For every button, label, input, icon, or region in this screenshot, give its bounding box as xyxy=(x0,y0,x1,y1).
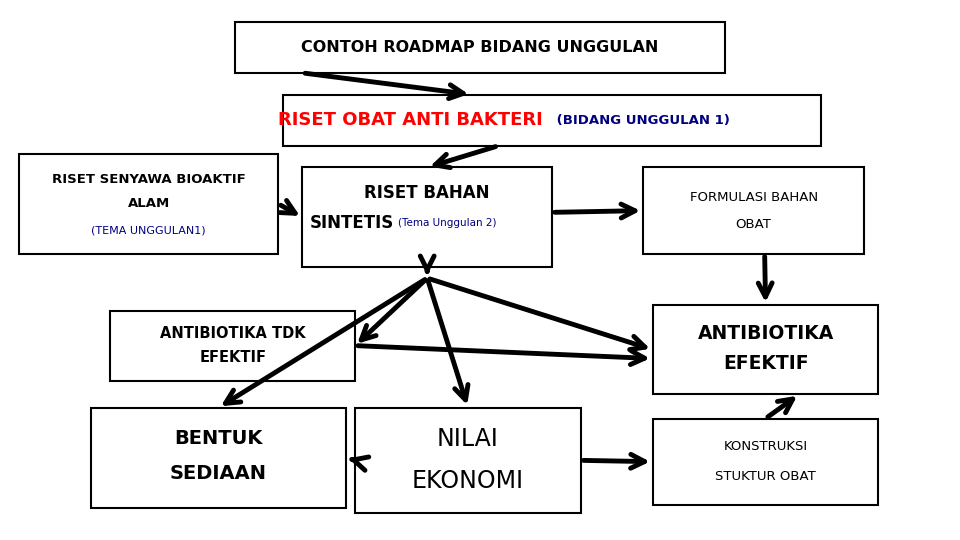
Bar xyxy=(283,94,821,146)
Text: OBAT: OBAT xyxy=(735,218,772,231)
Text: ANTIBIOTIKA TDK: ANTIBIOTIKA TDK xyxy=(160,326,305,341)
Text: (Tema Unggulan 2): (Tema Unggulan 2) xyxy=(398,218,497,228)
Text: KONSTRUKSI: KONSTRUKSI xyxy=(724,440,807,453)
Bar xyxy=(643,167,864,254)
Text: RISET SENYAWA BIOAKTIF: RISET SENYAWA BIOAKTIF xyxy=(52,173,246,186)
Text: SEDIAAN: SEDIAAN xyxy=(170,464,267,483)
Bar xyxy=(653,418,878,505)
Text: NILAI: NILAI xyxy=(437,427,499,451)
Bar xyxy=(19,154,278,254)
Text: EFEKTIF: EFEKTIF xyxy=(723,354,808,373)
Bar xyxy=(91,408,346,508)
Text: BENTUK: BENTUK xyxy=(174,429,263,448)
Text: FORMULASI BAHAN: FORMULASI BAHAN xyxy=(689,191,818,204)
Text: EFEKTIF: EFEKTIF xyxy=(200,350,266,365)
Bar xyxy=(653,305,878,394)
Text: (BIDANG UNGGULAN 1): (BIDANG UNGGULAN 1) xyxy=(552,113,730,127)
Text: SINTETIS: SINTETIS xyxy=(309,214,394,232)
Bar xyxy=(355,408,581,513)
Bar xyxy=(302,167,552,267)
Text: CONTOH ROADMAP BIDANG UNGGULAN: CONTOH ROADMAP BIDANG UNGGULAN xyxy=(301,40,659,55)
Text: STUKTUR OBAT: STUKTUR OBAT xyxy=(715,470,816,483)
Text: EKONOMI: EKONOMI xyxy=(412,469,524,493)
Text: ALAM: ALAM xyxy=(128,197,170,211)
Text: ANTIBIOTIKA: ANTIBIOTIKA xyxy=(698,324,833,343)
Text: RISET OBAT ANTI BAKTERI: RISET OBAT ANTI BAKTERI xyxy=(277,111,542,129)
Bar xyxy=(235,22,725,73)
Text: RISET BAHAN: RISET BAHAN xyxy=(365,184,490,202)
Text: (TEMA UNGGULAN1): (TEMA UNGGULAN1) xyxy=(91,226,206,236)
Bar xyxy=(110,310,355,381)
